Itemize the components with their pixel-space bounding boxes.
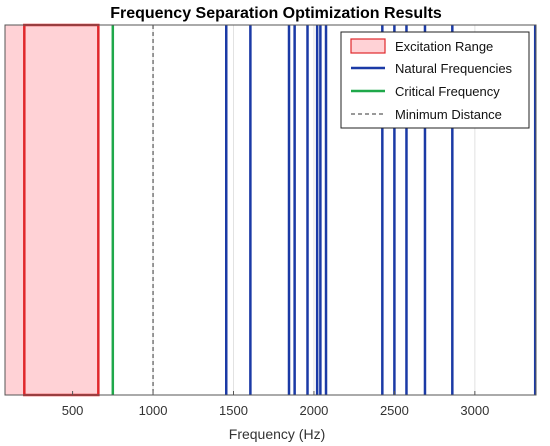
- x-tick-label-2: 1500: [219, 403, 248, 418]
- x-axis-ticks: 500 1000 1500 2000 2500 3000: [62, 391, 489, 418]
- x-tick-label-4: 2500: [380, 403, 409, 418]
- legend-label-1: Natural Frequencies: [395, 61, 513, 76]
- x-tick-label-0: 500: [62, 403, 84, 418]
- legend: Excitation Range Natural Frequencies Criti…: [340, 31, 530, 129]
- frequency-lines-layer: [111, 25, 537, 395]
- x-tick-label-3: 2000: [299, 403, 328, 418]
- chart-title: Frequency Separation Optimization Result…: [110, 5, 442, 22]
- legend-label-2: Critical Frequency: [395, 84, 500, 99]
- legend-swatch-excitation: [350, 38, 386, 54]
- legend-label-3: Minimum Distance: [395, 107, 502, 122]
- plot-frame: [4, 24, 537, 396]
- legend-label-0: Excitation Range: [395, 39, 493, 54]
- x-axis-label: Frequency (Hz): [229, 426, 325, 442]
- legend-items: Excitation Range Natural Frequencies Criti…: [350, 38, 513, 122]
- x-tick-label-5: 3000: [460, 403, 489, 418]
- x-tick-label-1: 1000: [139, 403, 168, 418]
- excitation-band: [5, 25, 99, 395]
- excitation-range-layer: [5, 23, 100, 397]
